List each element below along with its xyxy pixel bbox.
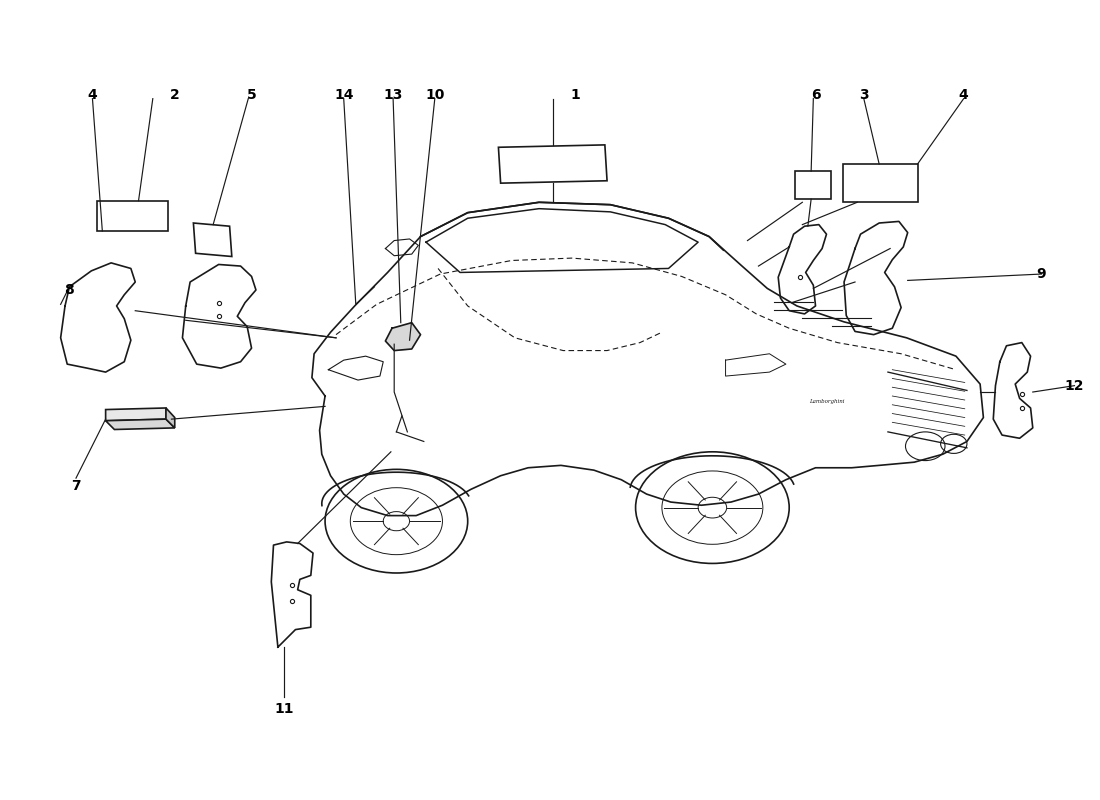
Bar	[843, 164, 917, 202]
Text: 12: 12	[1065, 378, 1085, 393]
Polygon shape	[166, 408, 175, 428]
Bar	[97, 201, 168, 231]
Polygon shape	[106, 408, 166, 421]
Text: 3: 3	[859, 89, 869, 102]
Text: 14: 14	[334, 89, 353, 102]
Text: 8: 8	[65, 283, 75, 297]
Polygon shape	[106, 419, 175, 430]
Text: 2: 2	[169, 89, 179, 102]
Text: Lamborghini: Lamborghini	[808, 399, 845, 404]
Text: 13: 13	[384, 89, 403, 102]
Bar	[794, 171, 830, 199]
Text: 9: 9	[1036, 267, 1046, 281]
Text: 4: 4	[959, 89, 968, 102]
Text: 4: 4	[88, 89, 97, 102]
Polygon shape	[385, 322, 420, 350]
Text: 6: 6	[811, 89, 821, 102]
Text: 5: 5	[246, 89, 256, 102]
Text: 7: 7	[72, 479, 80, 493]
Text: 10: 10	[425, 89, 444, 102]
Text: 1: 1	[571, 89, 580, 102]
Text: 11: 11	[275, 702, 294, 716]
